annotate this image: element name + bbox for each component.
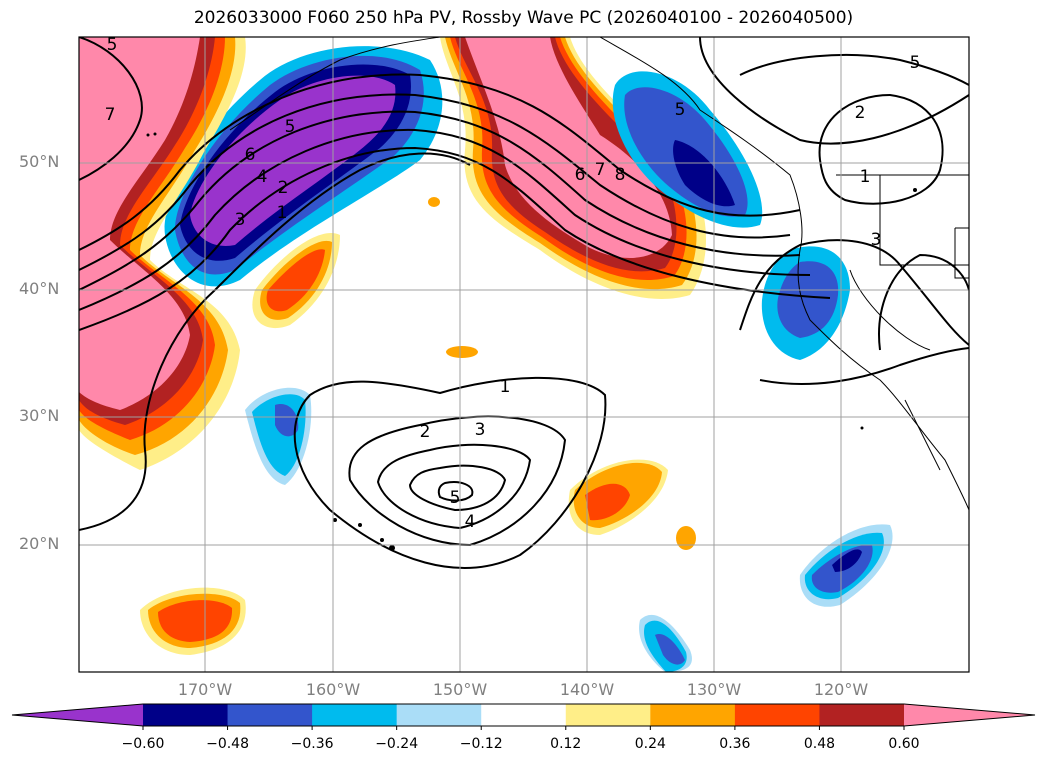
contour-label: 5 [107, 35, 118, 55]
lat-label: 30°N [19, 406, 60, 425]
lat-label: 40°N [19, 279, 60, 298]
contour-label: 2 [420, 422, 431, 442]
contour-label: 1 [277, 203, 288, 223]
contour-label: 4 [257, 167, 268, 187]
positive-anomaly-small-2 [568, 459, 668, 535]
colorbar-tick-label: −0.24 [375, 736, 419, 752]
coastline [229, 37, 969, 511]
colorbar-tick-label: −0.48 [206, 736, 249, 752]
contour-label: 7 [595, 160, 606, 180]
colorbar-segment [734, 704, 820, 726]
lon-label: 140°W [559, 680, 615, 699]
colorbar-tick-label: 0.48 [803, 736, 836, 752]
colorbar-segment [650, 704, 736, 726]
lon-label: 120°W [813, 680, 869, 699]
colorbar-tick-label: −0.12 [459, 736, 503, 752]
colorbar-extend-max [904, 704, 1035, 726]
contour-label: 5 [450, 488, 461, 508]
contour-label: 5 [675, 100, 686, 120]
positive-anomaly-tiny [428, 197, 696, 550]
colorbar-tick-label: −0.60 [121, 736, 165, 752]
contour-label: 1 [500, 377, 511, 397]
contour-label: 6 [245, 145, 256, 165]
gridlines [79, 37, 969, 672]
contour-lines [79, 37, 969, 569]
colorbar-segment [565, 704, 651, 726]
colorbar-segment [819, 704, 905, 726]
positive-anomaly-west [79, 37, 246, 470]
colorbar-segment [312, 704, 398, 726]
contour-label: 2 [855, 103, 866, 123]
colorbar-extend-min [12, 704, 143, 726]
negative-anomaly-small-3 [639, 614, 692, 672]
colorbar-segment [481, 704, 567, 726]
contour-label: 6 [575, 165, 586, 185]
lon-label: 130°W [686, 680, 742, 699]
contour-label: 3 [475, 420, 486, 440]
colorbar-tick-label: 0.36 [719, 736, 751, 752]
positive-anomaly-small-1 [252, 233, 340, 329]
lat-label: 50°N [19, 152, 60, 171]
negative-anomaly-coast [612, 71, 763, 228]
lat-label: 20°N [19, 534, 60, 553]
lon-label: 150°W [432, 680, 488, 699]
map-title: 2026033000 F060 250 hPa PV, Rossby Wave … [193, 8, 854, 28]
contour-label: 5 [910, 53, 921, 73]
positive-anomaly-small-3 [140, 587, 246, 655]
plot-frame [78, 36, 970, 673]
colorbar-segment [143, 704, 229, 726]
islands [146, 132, 917, 551]
colorbar-segment [227, 704, 313, 726]
contour-label: 3 [235, 210, 246, 230]
colorbar-tick-label: 0.60 [888, 736, 920, 752]
contour-label: 5 [285, 117, 296, 137]
colorbar-tick-label: −0.36 [290, 736, 334, 752]
lon-label: 170°W [177, 680, 233, 699]
contour-label: 2 [278, 178, 289, 198]
colorbar-segment [396, 704, 482, 726]
contour-label: 1 [860, 167, 871, 187]
contour-label: 7 [105, 105, 116, 125]
contour-label: 3 [871, 230, 882, 250]
colorbar-tick-label: 0.24 [634, 736, 666, 752]
colorbar [11, 703, 1036, 730]
negative-anomaly-small-1 [245, 387, 312, 485]
contour-label: 8 [615, 165, 626, 185]
colorbar-tick-label: 0.12 [550, 736, 582, 752]
lon-label: 160°W [305, 680, 361, 699]
contour-label: 4 [465, 512, 476, 532]
